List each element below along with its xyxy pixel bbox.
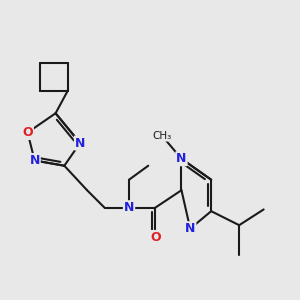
Text: N: N [75, 136, 85, 149]
Text: O: O [150, 231, 160, 244]
Text: O: O [22, 126, 33, 139]
Text: CH₃: CH₃ [153, 131, 172, 141]
Text: N: N [124, 201, 134, 214]
Text: N: N [176, 152, 187, 165]
Text: N: N [29, 154, 40, 167]
Text: N: N [185, 222, 195, 235]
